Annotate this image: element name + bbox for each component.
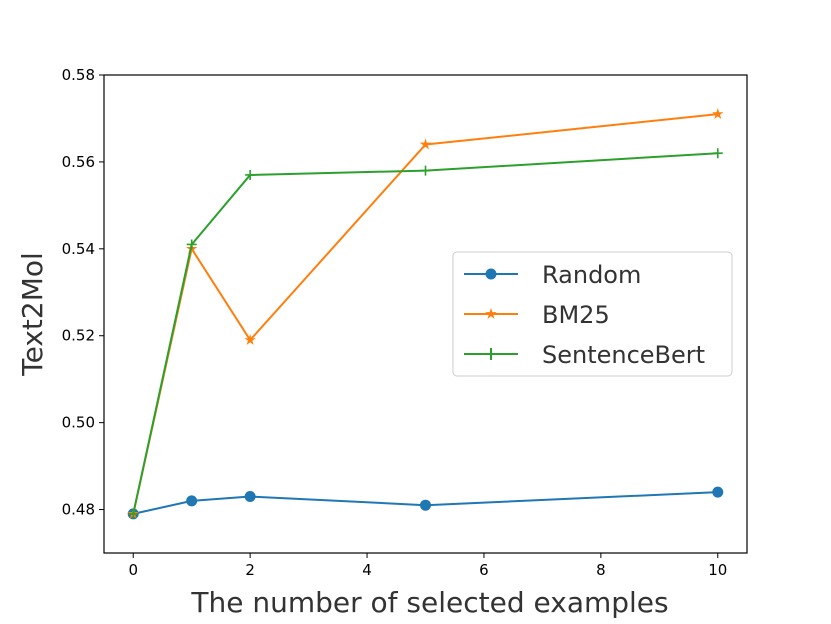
data-point-sentencebert <box>712 148 723 159</box>
y-axis-title: Text2Mol <box>16 252 49 377</box>
y-tick-label: 0.50 <box>62 414 95 432</box>
legend-entry-bm25: BM25 <box>464 301 610 329</box>
x-tick-label: 4 <box>362 561 372 579</box>
x-axis: 0 2 4 6 8 10 <box>128 553 727 579</box>
data-point-sentencebert <box>128 508 139 519</box>
x-tick-label: 8 <box>596 561 606 579</box>
x-tick-label: 6 <box>479 561 489 579</box>
x-tick-label: 0 <box>128 561 138 579</box>
legend-marker-random <box>485 268 497 280</box>
x-tick-label: 2 <box>245 561 255 579</box>
data-point-random <box>712 486 724 498</box>
data-point-random <box>186 495 198 507</box>
data-point-sentencebert <box>420 165 431 176</box>
plot-frame <box>103 74 748 554</box>
legend-label-random: Random <box>542 261 641 289</box>
series-sentencebert <box>128 148 723 519</box>
x-tick-label: 10 <box>708 561 727 579</box>
legend-label-bm25: BM25 <box>542 301 610 329</box>
y-tick-label: 0.52 <box>62 327 95 345</box>
x-axis-title: The number of selected examples <box>190 586 668 619</box>
data-point-random <box>420 499 431 511</box>
data-point-sentencebert <box>186 239 197 250</box>
data-point-bm25 <box>712 108 724 119</box>
legend-frame <box>452 251 733 377</box>
y-tick-label: 0.54 <box>62 240 95 258</box>
data-point-random <box>244 491 256 503</box>
y-tick-label: 0.48 <box>62 501 95 519</box>
y-axis: 0.48 0.50 0.52 0.54 0.56 0.58 <box>62 66 104 519</box>
data-point-bm25 <box>244 334 256 345</box>
legend-label-sentencebert: SentenceBert <box>542 341 705 369</box>
y-tick-label: 0.58 <box>62 66 95 84</box>
legend-marker-bm25 <box>485 308 497 319</box>
legend: Random BM25 SentenceBert <box>452 251 733 377</box>
y-tick-label: 0.56 <box>62 153 95 171</box>
data-point-sentencebert <box>245 169 256 180</box>
legend-entry-sentencebert: SentenceBert <box>464 341 705 369</box>
data-point-bm25 <box>419 138 432 150</box>
legend-marker-sentencebert <box>485 348 497 360</box>
legend-entry-random: Random <box>464 261 641 289</box>
series-layer <box>127 108 724 520</box>
